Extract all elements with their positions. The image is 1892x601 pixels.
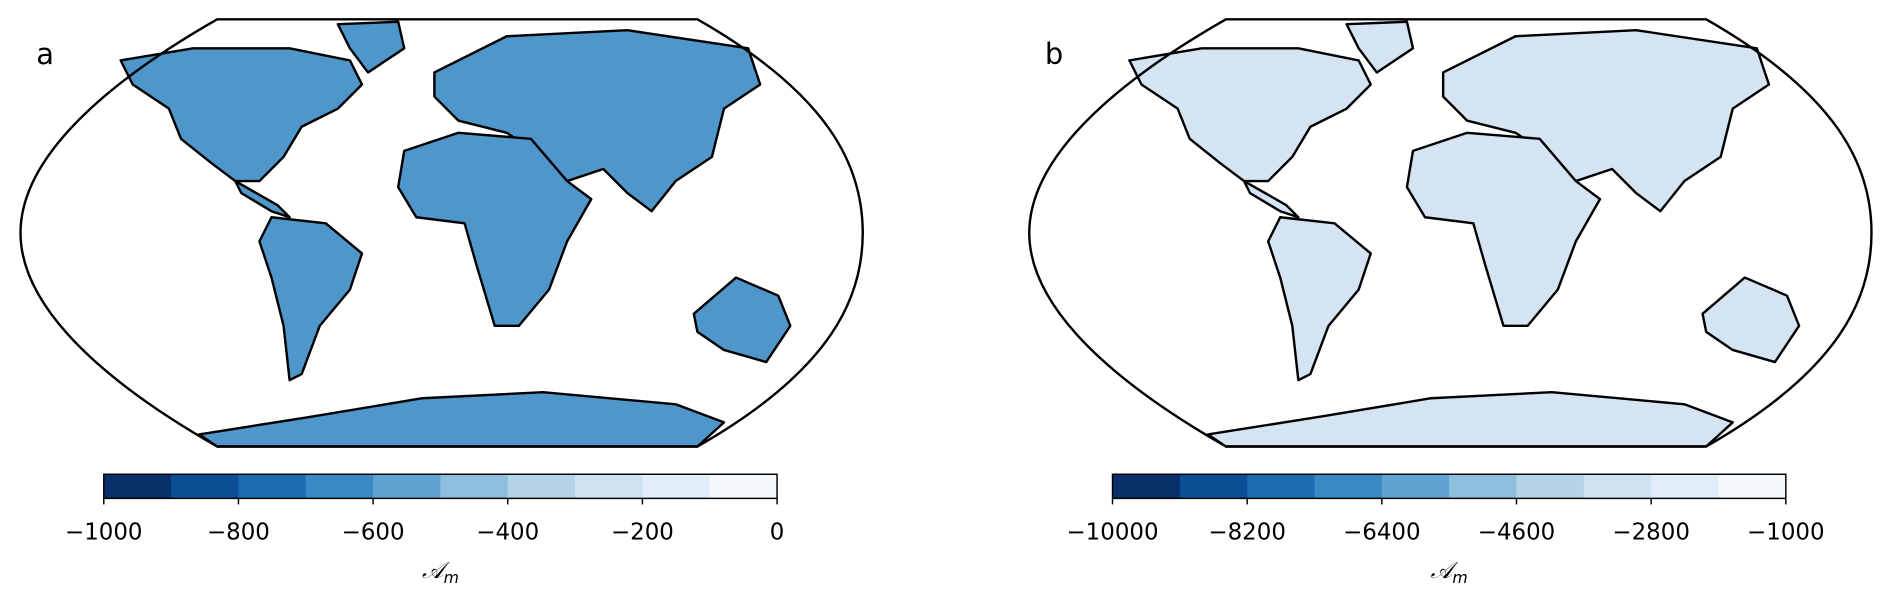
- colorbar-bin: [575, 474, 643, 499]
- colorbar-tick-label: −6400: [1343, 519, 1421, 545]
- colorbar-bin: [171, 474, 239, 499]
- label-subscript: m: [444, 568, 459, 587]
- colorbar-bin: [1381, 474, 1450, 499]
- colorbar-label: 𝒜m: [1431, 558, 1468, 587]
- colorbar-tick-label: −2800: [1612, 519, 1690, 545]
- colorbar-label: 𝒜m: [422, 558, 459, 587]
- colorbar-bin: [1179, 474, 1248, 499]
- colorbar-bin: [1718, 474, 1787, 499]
- colorbar-bin: [709, 474, 778, 499]
- colorbar-tick-label: −4600: [1478, 519, 1556, 545]
- panel-letter: b: [1045, 37, 1063, 71]
- panel: b −10000 −8200 −6400 −4600 −2800 −1000 𝒜m: [1028, 18, 1873, 587]
- colorbar-bin: [305, 474, 374, 499]
- colorbar-tick-label: −400: [476, 519, 539, 545]
- map-outline: [1028, 18, 1873, 448]
- colorbar-bin: [1112, 474, 1181, 499]
- colorbar-tick-label: −800: [207, 519, 270, 545]
- panel: a −1000 −800 −600 −400 −200 0 𝒜m: [19, 18, 864, 587]
- colorbar-tick-label: −1000: [1747, 519, 1825, 545]
- colorbar-bin: [440, 474, 509, 499]
- colorbar-frame: [1111, 473, 1787, 500]
- colorbar-tick-label: −10000: [1066, 519, 1158, 545]
- colorbar-tick-label: −600: [342, 519, 405, 545]
- colorbar-tick-label: −1000: [65, 519, 143, 545]
- panel-letter: a: [36, 37, 54, 71]
- colorbar-bin: [1449, 474, 1517, 499]
- colorbar-bin: [238, 474, 307, 499]
- colorbar-tick-label: −200: [611, 519, 674, 545]
- colorbar-tick-label: 0: [770, 519, 785, 545]
- colorbar-bin: [1651, 474, 1719, 499]
- map-outline: [19, 18, 864, 448]
- colorbar-tick-label: −8200: [1208, 519, 1286, 545]
- label-subscript: m: [1452, 568, 1467, 587]
- colorbar-bin: [1247, 474, 1315, 499]
- colorbar-bin: [1583, 474, 1652, 499]
- colorbar-bin: [1516, 474, 1585, 499]
- colorbar-bin: [1314, 474, 1383, 499]
- colorbar-frame: [103, 473, 778, 500]
- colorbar-bin: [103, 474, 172, 499]
- colorbar-bin: [507, 474, 576, 499]
- colorbar-bin: [373, 474, 441, 499]
- colorbar-bin: [642, 474, 711, 499]
